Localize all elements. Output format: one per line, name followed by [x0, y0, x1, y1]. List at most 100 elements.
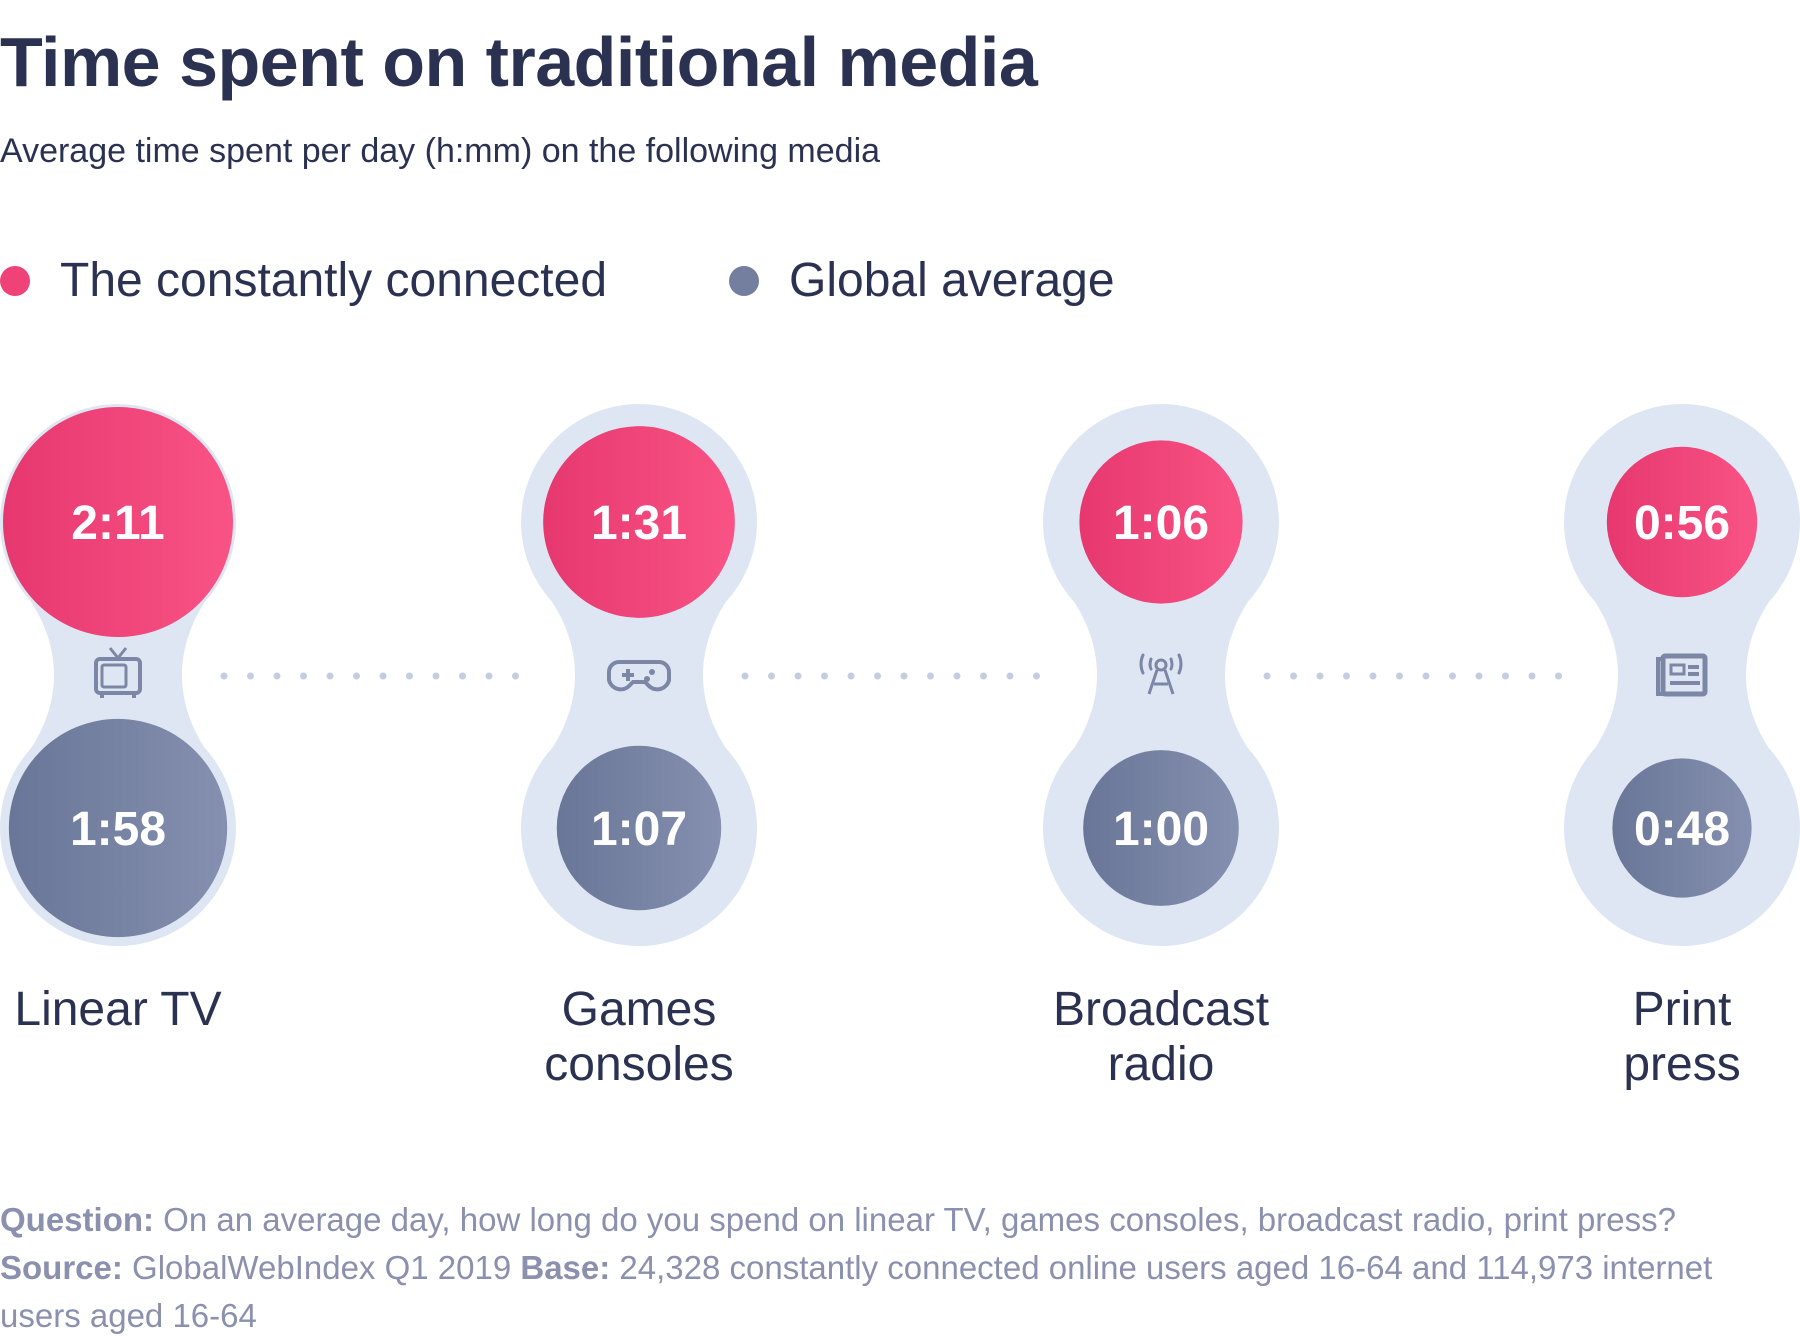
gamepad-body — [607, 660, 671, 692]
connector-dot — [1263, 672, 1271, 680]
connector-dot — [1449, 672, 1456, 680]
connector-dot — [953, 672, 961, 680]
category-label: radio — [1108, 1038, 1215, 1091]
paper-photo — [1669, 663, 1686, 676]
tower-legs — [1147, 669, 1175, 695]
capsule-neck — [1061, 584, 1261, 766]
connector-dot — [927, 672, 934, 680]
legend-item-constantly-connected: The constantly connected — [0, 253, 607, 308]
connector-dot — [353, 672, 360, 680]
connector-dot — [406, 672, 413, 680]
paper-fold — [1656, 657, 1663, 696]
data-label: 0:56 — [1634, 497, 1730, 550]
gamepad-icon — [607, 660, 671, 692]
connector-dot — [847, 672, 855, 680]
data-label: 2:11 — [71, 497, 164, 550]
legend-label: The constantly connected — [60, 254, 608, 307]
data-label: 1:31 — [591, 497, 687, 550]
connector-dot — [379, 672, 387, 680]
connector-dot — [1475, 672, 1483, 680]
connector-dot — [768, 672, 775, 680]
category-label: Games — [562, 983, 717, 1036]
gamepad-btn — [649, 669, 655, 675]
category-label: press — [1623, 1038, 1740, 1091]
tower-waves — [1139, 653, 1183, 675]
connector-dot — [459, 672, 466, 680]
paper-body — [1660, 653, 1708, 697]
connector-dot — [1006, 672, 1014, 680]
gamepad-btn — [644, 676, 650, 682]
connector-dot — [432, 672, 440, 680]
base-text: 24,328 constantly connected online users… — [0, 1249, 1713, 1334]
legend-swatch-pink — [0, 265, 30, 296]
category-label: Linear TV — [14, 983, 221, 1036]
legend-item-global-average: Global average — [729, 253, 1115, 308]
tv-screen — [100, 663, 128, 689]
connector-dot — [794, 672, 802, 680]
tv-icon — [94, 647, 142, 698]
category-label: Broadcast — [1053, 983, 1269, 1036]
bubble-constantly-connected — [3, 407, 233, 637]
newspaper-icon — [1656, 653, 1708, 697]
bubble-global-average — [8, 718, 228, 938]
tower-top — [1154, 658, 1168, 672]
data-label: 1:58 — [70, 803, 166, 856]
connector-dot — [220, 672, 228, 680]
connector-dot — [326, 672, 334, 680]
bubble-constantly-connected — [1606, 446, 1758, 598]
connector-dot — [1555, 672, 1562, 680]
capsule-neck — [18, 584, 218, 766]
chart-title: Time spent on traditional media — [0, 23, 1038, 101]
connector-dot — [874, 672, 881, 680]
connector-dot — [1502, 672, 1509, 680]
connector-dot — [485, 672, 493, 680]
connector-dot — [741, 672, 749, 680]
data-label: 1:07 — [591, 803, 687, 856]
base-label: Base: — [520, 1249, 611, 1286]
capsule-group: 2:11 1:58 Linear TV — [0, 404, 236, 1036]
bubble-global-average — [556, 745, 722, 911]
data-label: 1:00 — [1113, 803, 1209, 856]
bubble-global-average — [1083, 750, 1239, 906]
tv-antenna — [108, 647, 128, 661]
connector-dot — [1528, 672, 1536, 680]
category-label: Print — [1633, 983, 1732, 1036]
connector-dot — [1343, 672, 1350, 680]
bubble-constantly-connected — [543, 426, 735, 618]
capsule-neck — [539, 584, 739, 766]
question-text: On an average day, how long do you spend… — [154, 1201, 1676, 1238]
tv-legs — [100, 693, 136, 698]
connector-dot — [900, 672, 908, 680]
connector-dot — [300, 672, 307, 680]
connector-dot — [1369, 672, 1377, 680]
bubble-constantly-connected — [1079, 440, 1243, 604]
footer-note: Question: On an average day, how long do… — [0, 1196, 1760, 1340]
connector-dot — [1033, 672, 1040, 680]
connector-dot — [273, 672, 281, 680]
connector-dot — [1316, 672, 1324, 680]
connector-dot — [980, 672, 987, 680]
paper-lines — [1670, 665, 1700, 685]
data-label: 1:06 — [1113, 497, 1209, 550]
chart-subtitle: Average time spent per day (h:mm) on the… — [0, 132, 881, 170]
connector-dot — [821, 672, 828, 680]
connector-dot — [1396, 672, 1403, 680]
connector-dot — [512, 672, 519, 680]
category-label: consoles — [544, 1038, 733, 1091]
legend-swatch-gray — [729, 265, 759, 296]
bubble-global-average — [1612, 758, 1752, 898]
radio-tower-icon — [1139, 653, 1183, 695]
source-label: Source: — [0, 1249, 123, 1286]
source-text: GlobalWebIndex Q1 2019 — [122, 1249, 521, 1286]
connector-dot — [1290, 672, 1297, 680]
legend-label: Global average — [789, 254, 1115, 307]
gamepad-dpad — [622, 669, 634, 681]
connector-dot — [1422, 672, 1430, 680]
data-label: 0:48 — [1634, 803, 1730, 856]
connector-dot — [247, 672, 254, 680]
question-label: Question: — [0, 1201, 154, 1238]
